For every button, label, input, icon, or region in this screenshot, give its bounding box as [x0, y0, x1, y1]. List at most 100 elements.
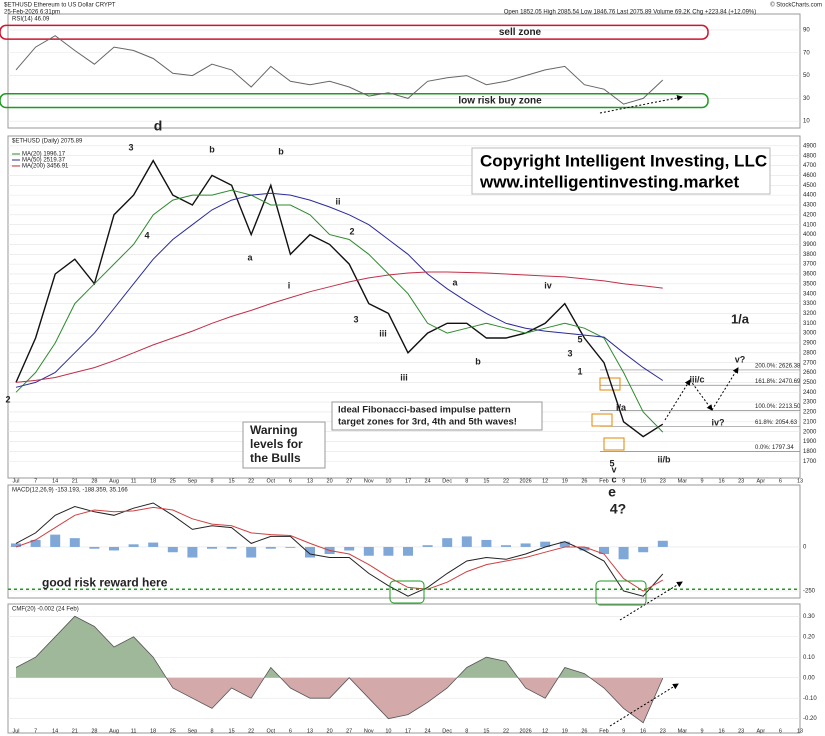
legend-entry: MA(50) 2519.37 [22, 158, 66, 164]
x-tick-label: 28 [91, 478, 97, 484]
x-tick-label: 16 [640, 728, 646, 734]
wave-label: b [209, 144, 215, 154]
x-tick-label: 13 [307, 728, 313, 734]
histogram-bar [638, 546, 649, 553]
x-tick-label: 7 [34, 478, 37, 484]
histogram-bar [501, 545, 511, 547]
x-tick-label: 8 [465, 478, 468, 484]
x-tick-label: 6 [779, 728, 782, 734]
wave-label: iii [379, 328, 387, 338]
x-tick-label: 12 [542, 478, 548, 484]
wave-label: e [608, 484, 616, 500]
x-tick-label: 9 [700, 728, 703, 734]
header-text: 25-Feb-2026 6:31pm [4, 10, 60, 16]
x-tick-label: 27 [346, 728, 352, 734]
histogram-bar [207, 546, 217, 549]
y-tick-label: 4600 [803, 173, 817, 179]
histogram-bar [657, 540, 668, 547]
x-tick-label: 10 [385, 728, 391, 734]
histogram-bar [89, 546, 100, 549]
histogram-bar [148, 542, 159, 547]
panel-frame [7, 135, 801, 479]
zone-label: sell zone [499, 27, 542, 38]
wave-label: i [288, 280, 291, 290]
wave-label: 3 [128, 142, 133, 152]
x-tick-label: Feb [599, 728, 608, 734]
x-tick-label: 9 [622, 728, 625, 734]
histogram-bar [579, 546, 590, 551]
y-tick-label: 2200 [803, 410, 817, 416]
x-tick-label: 9 [700, 478, 703, 484]
wave-label: 4? [610, 501, 626, 517]
trend-arrow [599, 95, 683, 114]
x-tick-label: 16 [719, 728, 725, 734]
y-tick-label: 2500 [803, 380, 817, 386]
x-tick-label: 12 [542, 728, 548, 734]
y-tick-label: 4700 [803, 163, 817, 169]
y-tick-label: 1700 [803, 459, 817, 465]
x-tick-label: Apr [757, 728, 766, 734]
x-tick-label: Oct [267, 728, 276, 734]
line [15, 189, 664, 433]
x-tick-label: 18 [150, 728, 156, 734]
x-tick-label: 9 [622, 478, 625, 484]
wave-label: ii/b [658, 454, 672, 464]
wave-label: a [452, 277, 458, 287]
histogram-bar [442, 538, 453, 547]
wave-label: v? [735, 354, 746, 364]
y-tick-label: 3900 [803, 242, 817, 248]
area-negative [166, 677, 663, 723]
wave-label: iii/c [689, 374, 704, 384]
line [15, 192, 664, 388]
panel-title: CMF(20) -0.002 (24 Feb) [12, 607, 79, 613]
x-tick-label: Jul [12, 728, 19, 734]
highlight [595, 580, 647, 606]
y-tick-label: 10 [803, 119, 810, 125]
panel-title: RSI(14) 46.09 [12, 17, 50, 23]
warning-text: Warning [250, 423, 298, 437]
y-tick-label: 3000 [803, 331, 817, 337]
fib-note: Ideal Fibonacci-based impulse pattern [338, 405, 511, 416]
y-tick-label: 4300 [803, 203, 817, 209]
x-tick-label: 17 [405, 728, 411, 734]
legend-entry: MA(200) 3456.91 [22, 164, 69, 170]
y-tick-label: 4900 [803, 143, 817, 149]
x-tick-label: 6 [289, 728, 292, 734]
x-tick-label: 8 [210, 728, 213, 734]
y-tick-label: 0.20 [803, 634, 815, 640]
panel-frame [7, 603, 801, 734]
wave-label: 3 [353, 314, 358, 324]
fib-label: 200.0%: 2626.38 [755, 364, 801, 370]
x-tick-label: 14 [52, 478, 58, 484]
wave-label: 5 [609, 458, 614, 468]
warning-text: the Bulls [250, 451, 301, 465]
wave-label: 1/a [731, 311, 750, 326]
x-tick-label: Feb [599, 478, 608, 484]
y-tick-label: 0.00 [803, 675, 815, 681]
x-tick-label: 25 [170, 478, 176, 484]
wave-label: b [475, 356, 481, 366]
x-tick-label: 22 [503, 728, 509, 734]
histogram-bar [481, 539, 492, 547]
x-tick-label: Dec [442, 728, 452, 734]
histogram-bar [305, 546, 315, 558]
x-tick-label: Aug [109, 728, 119, 734]
y-tick-label: 1900 [803, 439, 817, 445]
wave-label: 2 [5, 394, 10, 404]
line [15, 35, 664, 105]
line [15, 271, 663, 383]
x-tick-label: 2026 [519, 478, 531, 484]
x-tick-label: 23 [660, 478, 666, 484]
fib-label: 161.8%: 2470.69 [755, 379, 801, 385]
target-zone [591, 413, 613, 427]
panel-frame [7, 484, 801, 599]
fib-note-box [331, 401, 543, 431]
x-tick-label: Sep [188, 728, 198, 734]
wave-label: iv [544, 280, 552, 290]
histogram-bar [520, 543, 531, 547]
x-tick-label: 20 [327, 728, 333, 734]
x-tick-label: 11 [131, 728, 137, 734]
histogram-bar [540, 541, 551, 547]
y-tick-label: 2000 [803, 429, 817, 435]
wave-label: i/a [616, 402, 627, 412]
